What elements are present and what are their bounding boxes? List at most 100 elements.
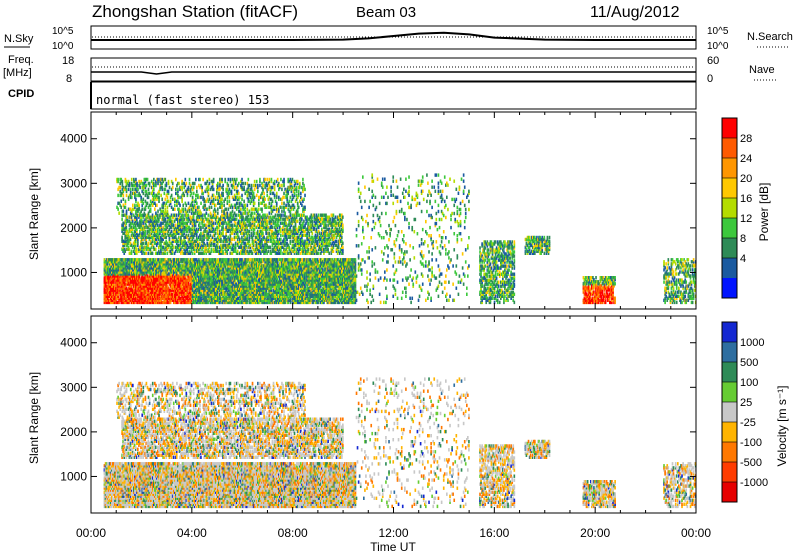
data-cell (111, 268, 113, 272)
data-cell (198, 276, 200, 280)
data-cell (111, 262, 113, 266)
data-cell (333, 300, 336, 305)
data-cell (207, 284, 210, 288)
data-cell (115, 262, 117, 266)
data-cell (132, 270, 134, 274)
data-cell (133, 231, 136, 235)
data-cell (116, 296, 118, 300)
data-cell (170, 270, 173, 274)
data-cell (226, 262, 229, 266)
data-cell (139, 290, 141, 294)
data-cell (283, 266, 285, 270)
data-cell (184, 296, 187, 300)
data-cell (184, 270, 187, 274)
data-cell (331, 282, 334, 286)
data-cell (279, 264, 281, 268)
data-cell (350, 278, 353, 282)
data-cell (264, 262, 266, 266)
data-cell (238, 278, 240, 282)
data-cell (285, 262, 287, 266)
data-cell (161, 262, 164, 266)
data-cell (132, 300, 134, 305)
data-cell (238, 288, 240, 292)
data-cell (171, 284, 174, 288)
data-cell (304, 264, 306, 268)
data-cell (212, 260, 215, 264)
data-cell (316, 288, 319, 292)
data-cell (292, 290, 295, 294)
data-cell (226, 286, 229, 290)
data-cell (286, 278, 289, 282)
data-cell (200, 262, 202, 266)
data-cell (220, 284, 222, 288)
data-cell (286, 260, 289, 264)
data-cell (197, 284, 199, 288)
data-cell (144, 296, 147, 300)
data-cell (330, 280, 333, 284)
data-cell (281, 264, 283, 268)
data-cell (313, 264, 316, 268)
data-cell (130, 264, 133, 268)
data-cell (121, 262, 124, 266)
data-cell (187, 266, 190, 270)
data-cell (188, 260, 191, 264)
data-cell (348, 282, 350, 286)
data-cell (261, 278, 263, 282)
data-cell (186, 280, 189, 284)
data-cell (140, 219, 142, 223)
data-cell (309, 298, 312, 302)
data-cell (190, 300, 193, 305)
data-cell (160, 272, 162, 276)
data-cell (153, 292, 155, 296)
data-cell (275, 300, 278, 305)
data-cell (114, 288, 116, 292)
data-cell (183, 276, 186, 280)
data-cell (343, 270, 345, 274)
data-cell (346, 260, 348, 264)
data-cell (199, 266, 201, 270)
data-cell (177, 264, 179, 268)
data-cell (347, 260, 349, 264)
data-cell (187, 282, 190, 286)
data-cell (191, 262, 194, 266)
data-cell (259, 286, 261, 290)
data-cell (283, 280, 285, 284)
data-cell (210, 294, 213, 298)
data-cell (226, 266, 229, 270)
data-cell (291, 280, 294, 284)
data-cell (313, 294, 316, 298)
data-cell (193, 298, 196, 302)
data-cell (120, 286, 123, 290)
data-cell (247, 296, 250, 300)
data-cell (241, 294, 243, 298)
data-cell (282, 288, 284, 292)
data-cell (261, 288, 263, 292)
data-cell (345, 266, 347, 270)
data-cell (325, 278, 327, 282)
data-cell (295, 266, 298, 270)
data-cell (203, 296, 206, 300)
data-cell (315, 280, 318, 284)
data-cell (303, 258, 305, 262)
data-cell (187, 286, 190, 290)
data-cell (128, 298, 131, 302)
data-cell (219, 266, 221, 270)
data-cell (127, 276, 130, 280)
data-cell (333, 270, 336, 274)
data-cell (243, 266, 245, 270)
data-cell (316, 286, 319, 290)
data-cell (168, 276, 171, 280)
data-cell (353, 284, 356, 288)
data-cell (121, 258, 124, 262)
data-cell (248, 300, 251, 305)
data-cell (231, 284, 234, 288)
data-cell (332, 286, 335, 290)
data-cell (284, 282, 286, 286)
data-cell (133, 229, 136, 233)
data-cell (139, 245, 141, 249)
data-cell (130, 288, 133, 292)
data-cell (290, 258, 293, 262)
data-cell (278, 298, 280, 302)
data-cell (195, 270, 197, 274)
data-cell (339, 262, 342, 266)
